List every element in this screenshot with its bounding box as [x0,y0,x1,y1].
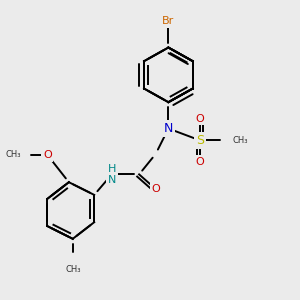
Text: O: O [151,184,160,194]
Text: CH₃: CH₃ [65,265,80,274]
Text: Br: Br [162,16,175,26]
Text: N: N [164,122,173,135]
Text: S: S [196,134,204,147]
Text: O: O [195,157,204,167]
Text: O: O [43,150,52,160]
Text: H
N: H N [108,164,116,185]
Text: CH₃: CH₃ [233,136,248,145]
Text: O: O [195,114,204,124]
Text: CH₃: CH₃ [5,150,21,159]
